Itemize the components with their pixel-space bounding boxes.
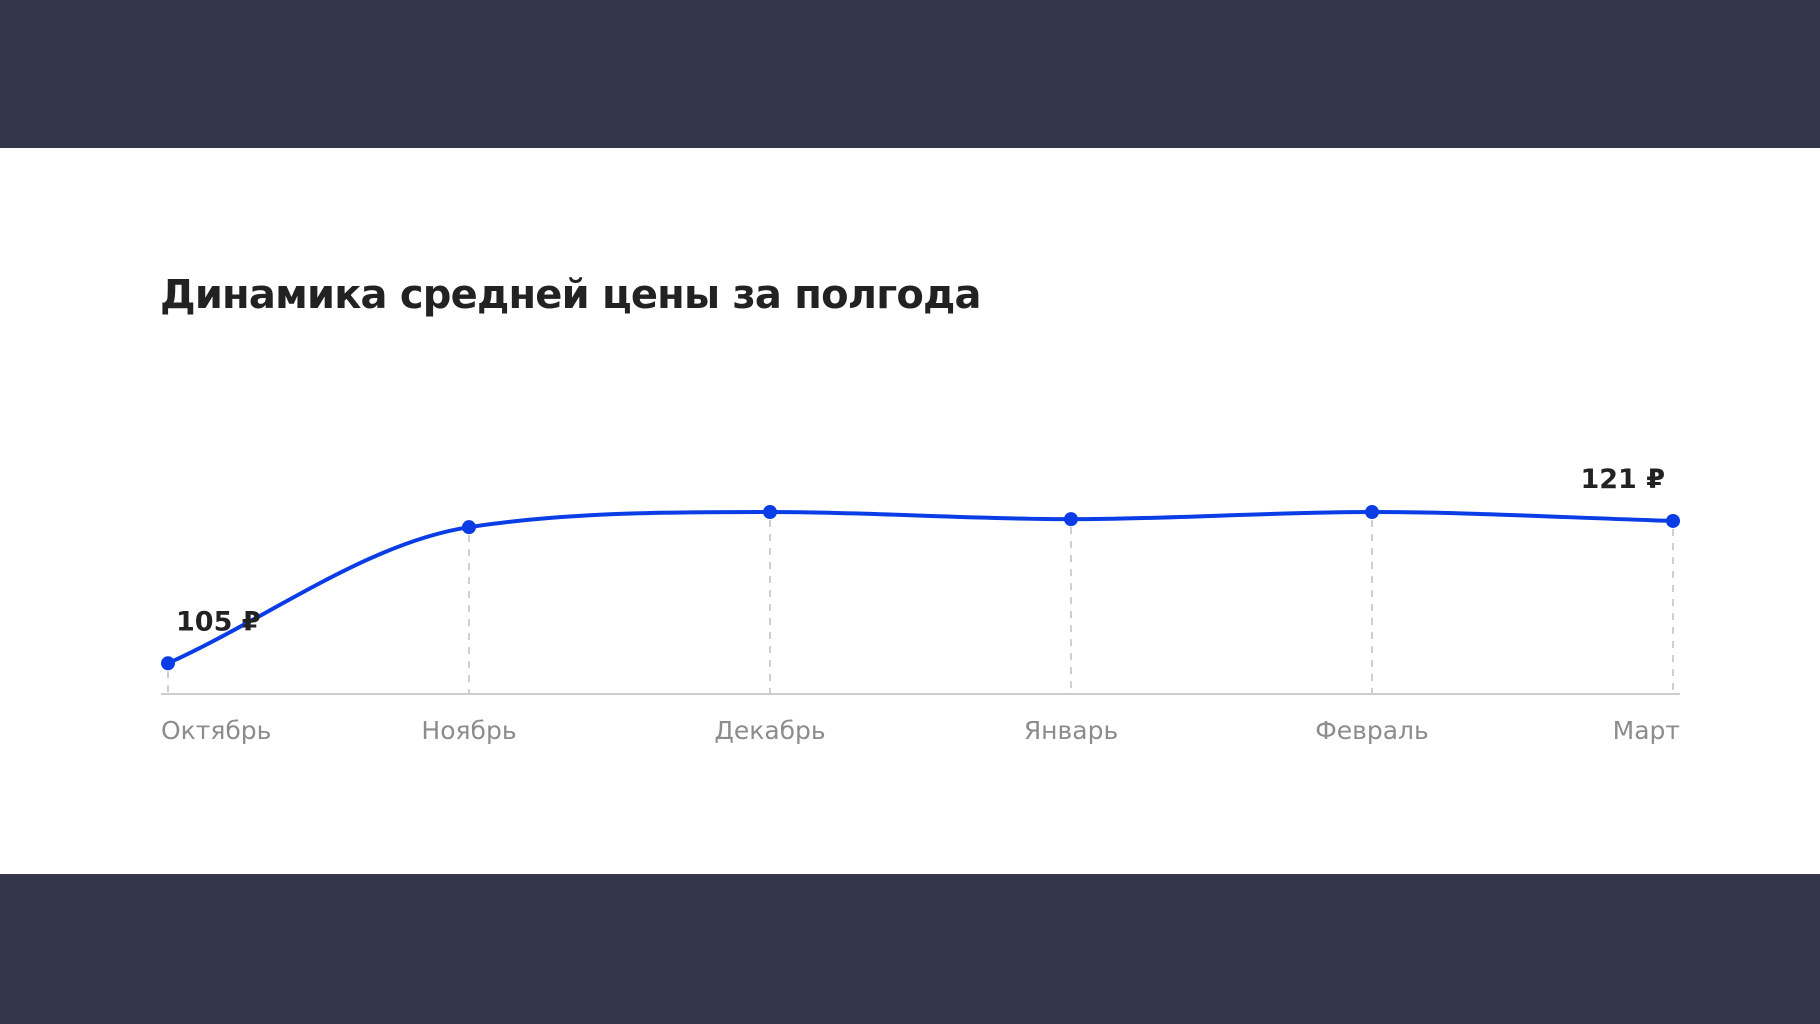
chart-title: Динамика средней цены за полгода [160, 272, 982, 318]
data-point-0[interactable] [161, 656, 175, 671]
data-labels: 105 ₽ 121 ₽ [176, 464, 1665, 637]
x-tick-labels: Октябрь Ноябрь Декабрь Январь Февраль Март [161, 716, 1680, 745]
x-tick-label-2: Декабрь [714, 716, 825, 745]
x-tick-label-3: Январь [1024, 716, 1118, 745]
data-label-0: 105 ₽ [176, 606, 261, 637]
data-point-4[interactable] [1365, 505, 1379, 520]
gridlines [167, 520, 1674, 694]
series-line-layer [166, 510, 1675, 666]
data-label-5: 121 ₽ [1580, 464, 1665, 495]
x-tick-label-1: Ноябрь [421, 716, 516, 745]
series-line [166, 510, 1675, 666]
data-point-2[interactable] [763, 505, 777, 520]
x-tick-label-4: Февраль [1315, 716, 1429, 745]
line-chart: 105 ₽ 121 ₽ Октябрь Ноябрь Декабрь Январь Фев… [161, 464, 1680, 745]
x-tick-label-5: Март [1613, 716, 1680, 745]
data-points [161, 505, 1680, 671]
x-tick-label-0: Октябрь [161, 716, 271, 745]
data-point-3[interactable] [1064, 512, 1078, 527]
chart-card: Динамика средней цены за полгода 105 ₽ 12… [0, 148, 1820, 874]
data-point-1[interactable] [462, 520, 476, 535]
data-point-5[interactable] [1666, 513, 1680, 528]
